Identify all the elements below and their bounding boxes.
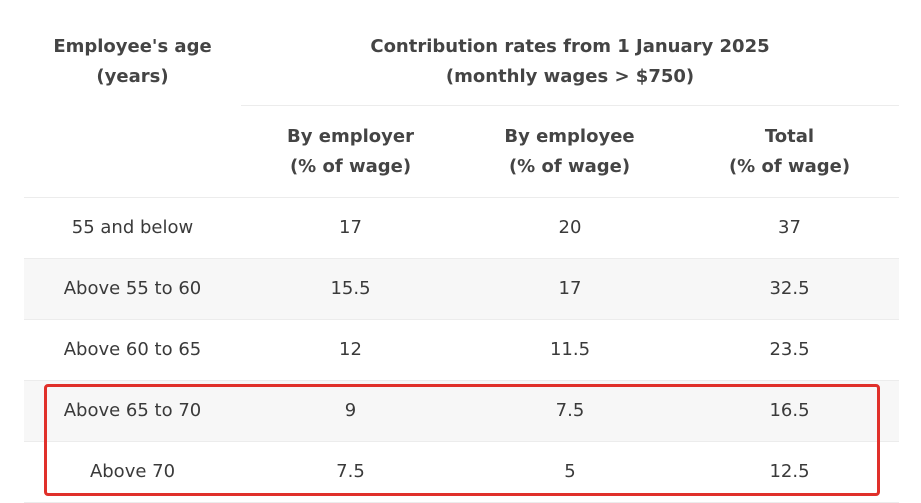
total-rate-cell: 12.5	[769, 461, 810, 482]
total-column-header: Total (% of wage)	[680, 106, 899, 198]
employer-rate-cell: 12	[339, 339, 362, 360]
header-divider	[24, 197, 899, 198]
employee-rate-cell: 7.5	[555, 400, 585, 421]
employee-header-line1: By employee	[504, 126, 635, 147]
age-cell: 55 and below	[71, 217, 194, 238]
age-header-line2: (years)	[96, 66, 169, 87]
employer-header-line2: (% of wage)	[289, 156, 412, 177]
employer-rate-cell: 7.5	[336, 461, 365, 482]
employee-rate-cell: 17	[558, 278, 582, 299]
total-header-line2: (% of wage)	[728, 156, 851, 177]
total-rate-cell: 16.5	[769, 400, 810, 421]
employee-rate-cell: 11.5	[549, 339, 591, 360]
contribution-header-line2: (monthly wages > $750)	[445, 66, 695, 87]
age-header-line1: Employee's age	[53, 36, 212, 57]
table-header	[24, 16, 899, 198]
age-column-header: Employee's age (years)	[24, 16, 241, 198]
age-cell: Above 65 to 70	[63, 400, 202, 421]
table-row: Above 55 to 60 15.5 17 32.5	[24, 259, 899, 320]
employer-header-line1: By employer	[287, 126, 414, 147]
table-row: Above 65 to 70 9 7.5 16.5	[24, 381, 899, 442]
table-row: Above 60 to 65 12 11.5 23.5	[24, 320, 899, 381]
employer-rate-cell: 9	[344, 400, 357, 421]
total-rate-cell: 23.5	[769, 339, 810, 360]
age-cell: Above 60 to 65	[63, 339, 202, 360]
employee-rate-cell: 20	[558, 217, 582, 238]
employee-header-line2: (% of wage)	[508, 156, 631, 177]
employer-rate-cell: 15.5	[330, 278, 371, 299]
table-row: 55 and below 17 20 37	[24, 198, 899, 259]
table-row: Above 70 7.5 5 12.5	[24, 442, 899, 503]
total-header-line1: Total	[764, 126, 815, 147]
total-rate-cell: 37	[778, 217, 801, 238]
contribution-rates-header: Contribution rates from 1 January 2025 (…	[241, 16, 899, 106]
employer-column-header: By employer (% of wage)	[241, 106, 460, 198]
employee-column-header: By employee (% of wage)	[460, 106, 679, 198]
age-cell: Above 55 to 60	[63, 278, 202, 299]
age-cell: Above 70	[89, 461, 176, 482]
total-rate-cell: 32.5	[769, 278, 810, 299]
contribution-header-line1: Contribution rates from 1 January 2025	[370, 36, 770, 57]
employer-rate-cell: 17	[339, 217, 362, 238]
employee-rate-cell: 5	[564, 461, 576, 482]
